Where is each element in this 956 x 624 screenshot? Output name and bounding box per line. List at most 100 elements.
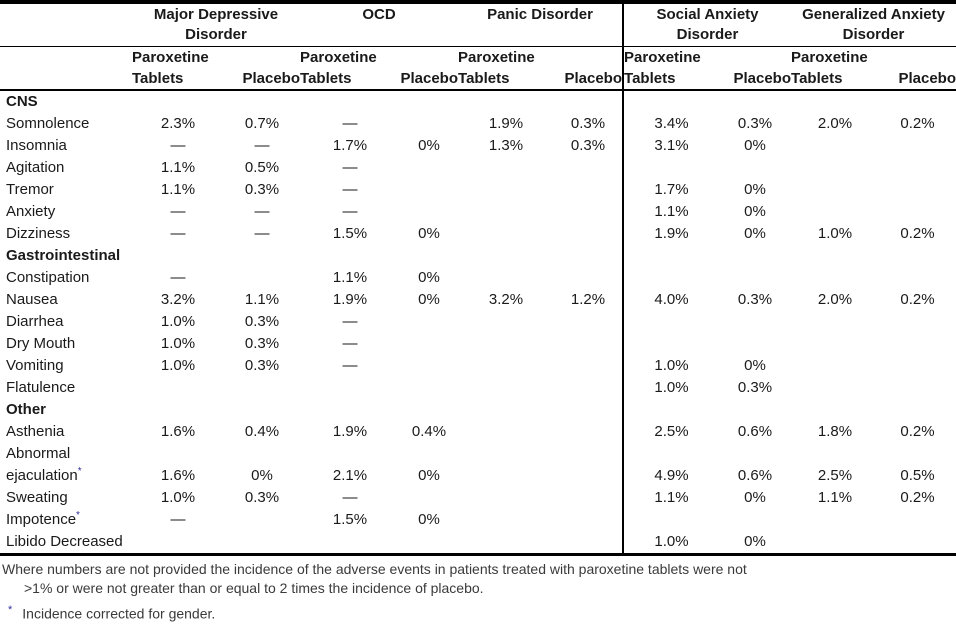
table-row: Tremor 1.1% 0.3% — 1.7% 0% (0, 179, 956, 201)
cell-value: — (170, 225, 186, 242)
row-label: Impotence* (6, 510, 80, 529)
asterisk-marker-icon: * (8, 604, 13, 616)
subheader-ocd-placebo: Placebo (400, 46, 459, 91)
group-header-mdd: Major Depressive Disorder (132, 2, 301, 47)
cell-value: 1.6% (160, 423, 196, 440)
row-label: CNS (6, 93, 38, 110)
cell-value: 1.2% (570, 291, 606, 308)
cell-value: — (170, 269, 186, 286)
cell-value (224, 443, 300, 465)
asterisk-marker-icon: * (77, 466, 82, 477)
footnote-general-line2: >1% or were not greater than or equal to… (24, 580, 484, 596)
cell-value (622, 443, 720, 465)
cell-value: 1.9% (332, 291, 368, 308)
cell-value (879, 179, 956, 201)
cell-value: 1.5% (332, 511, 368, 528)
cell-value (132, 399, 224, 421)
cell-value (791, 311, 879, 333)
cell-value (458, 201, 554, 223)
cell-value (458, 223, 554, 245)
cell-value: 2.0% (817, 291, 853, 308)
table-row: Anxiety — — — 1.1% 0% (0, 201, 956, 223)
cell-value (554, 443, 623, 465)
cell-value (554, 245, 623, 267)
cell-value (224, 267, 300, 289)
cell-value: 0% (744, 203, 766, 220)
cell-value (879, 157, 956, 179)
cell-value (879, 311, 956, 333)
cell-value: 3.4% (622, 113, 720, 135)
table-row: Sweating 1.0% 0.3% — 1.1% 0% 1.1% 0.2% (0, 487, 956, 509)
cell-value (554, 509, 623, 531)
cell-value: 0% (418, 225, 440, 242)
cell-value (879, 509, 956, 531)
cell-value (300, 443, 400, 465)
cell-value (554, 267, 623, 289)
footnote-general-line1: Where numbers are not provided the incid… (2, 561, 747, 577)
subheader-ocd-paroxetine: Paroxetine Tablets (300, 46, 401, 91)
cell-value: 1.1% (622, 201, 720, 223)
cell-value: 0.3% (244, 357, 280, 374)
row-label: Diarrhea (6, 313, 64, 330)
cell-value (224, 509, 300, 531)
cell-value (400, 90, 458, 113)
cell-value: 1.9% (622, 223, 720, 245)
cell-value (719, 311, 791, 333)
cell-value (554, 223, 623, 245)
cell-value (224, 245, 300, 267)
cell-value (224, 399, 300, 421)
cell-value (554, 311, 623, 333)
table-row: Asthenia 1.6% 0.4% 1.9% 0.4% 2.5% 0.6% 1.8% 0.2% (0, 421, 956, 443)
cell-value (458, 377, 554, 399)
cell-value (458, 245, 554, 267)
row-label: Vomiting (6, 357, 64, 374)
cell-value (719, 157, 791, 179)
row-label: Asthenia (6, 423, 65, 440)
cell-value (622, 245, 720, 267)
cell-value: 0% (744, 225, 766, 242)
sub-header-row: Paroxetine Tablets Placebo Paroxetine Ta… (0, 46, 956, 91)
cell-value: 1.1% (160, 159, 196, 176)
cell-value: 1.1% (332, 269, 368, 286)
subheader-panic-paroxetine: Paroxetine Tablets (458, 46, 555, 91)
cell-value: 0% (719, 531, 792, 556)
cell-value (400, 355, 458, 377)
cell-value (400, 443, 458, 465)
cell-value (622, 267, 720, 289)
table-row: Agitation 1.1% 0.5% — (0, 157, 956, 179)
cell-value: 1.9% (488, 115, 524, 132)
cell-value (224, 377, 300, 399)
cell-value (458, 443, 554, 465)
cell-value (791, 245, 879, 267)
corner-cell (0, 46, 132, 91)
cell-value (879, 90, 956, 113)
row-label: Sweating (6, 489, 68, 506)
cell-value: 1.0% (160, 489, 196, 506)
cell-value: 1.8% (817, 423, 853, 440)
cell-value (554, 355, 623, 377)
cell-value (879, 135, 956, 157)
cell-value: 3.2% (488, 291, 524, 308)
cell-value (300, 90, 400, 113)
cell-value (554, 179, 623, 201)
cell-value: 0.2% (900, 291, 935, 308)
cell-value: 1.1% (622, 487, 720, 509)
cell-value (458, 355, 554, 377)
cell-value (400, 487, 458, 509)
cell-value (132, 531, 224, 556)
cell-value (400, 333, 458, 355)
cell-value (458, 333, 554, 355)
cell-value: 1.0% (160, 335, 196, 352)
table-row: Flatulence 1.0% 0.3% (0, 377, 956, 399)
cell-value (458, 509, 554, 531)
cell-value: 2.5% (622, 421, 720, 443)
row-label: Flatulence (6, 379, 76, 396)
cell-value: 1.0% (160, 357, 196, 374)
cell-value: 0.5% (900, 467, 935, 484)
cell-value: 0.3% (570, 115, 606, 132)
table-row: Vomiting 1.0% 0.3% — 1.0% 0% (0, 355, 956, 377)
cell-value (791, 201, 879, 223)
cell-value (719, 267, 791, 289)
cell-value (458, 465, 554, 487)
cell-value: 0.2% (900, 423, 935, 440)
